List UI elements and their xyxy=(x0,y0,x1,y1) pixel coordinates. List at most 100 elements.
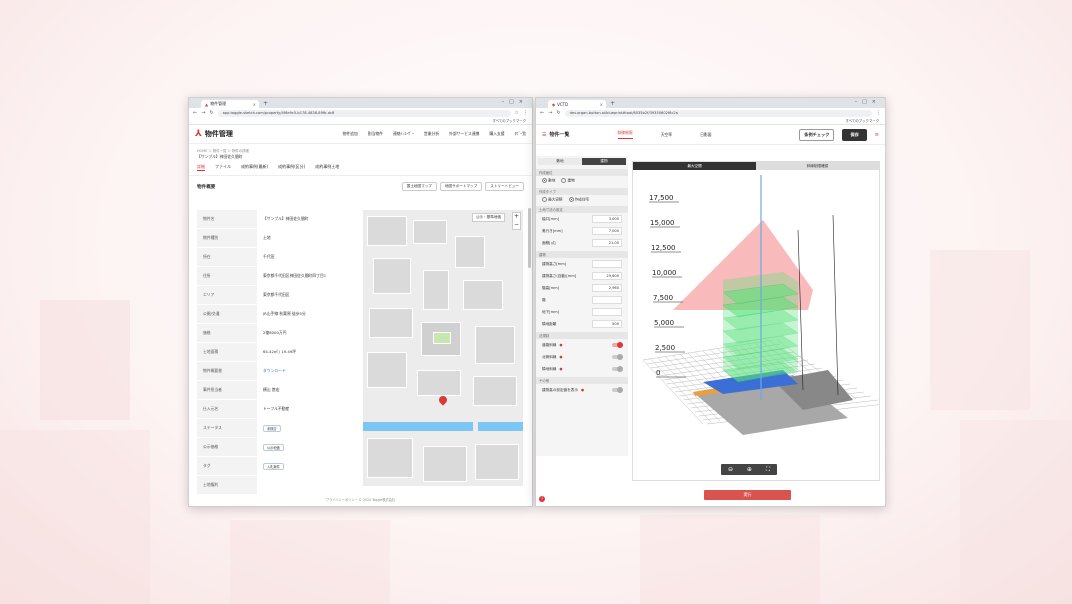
seg-site[interactable]: 敷地 xyxy=(538,158,582,165)
height-label: 7,500 xyxy=(653,294,673,302)
radio-site[interactable]: 敷地 xyxy=(542,178,555,184)
app-logo[interactable]: ⅄ 物件管理 xyxy=(195,129,233,139)
field-input[interactable]: 21.00 xyxy=(592,239,622,247)
hamburger-icon: ☰ xyxy=(542,131,547,138)
table-row: 公示価格 公示地価 xyxy=(197,438,363,457)
table-row: 土地権利 xyxy=(197,476,363,495)
url-field[interactable]: dev.organ-button.ai/blueprint#tool/6035b… xyxy=(564,109,872,117)
browser-tab[interactable]: ▲ 物件管理 × xyxy=(201,100,259,108)
field-row: 隣地距離 500 xyxy=(536,318,628,330)
settings-panel: 敷地 建物 作成面位 敷地 建物 作成タイプ 最大容積 作成住宅 土地寸法の設定… xyxy=(536,156,628,456)
radio-housing[interactable]: 作成住宅 xyxy=(568,196,589,203)
map-button[interactable]: 国土地図マップ xyxy=(401,182,437,191)
reload-icon[interactable]: ↻ xyxy=(209,110,214,116)
field-label: 面積[㎡] xyxy=(542,240,556,245)
field-label: 幅口[mm] xyxy=(542,216,559,221)
field-input[interactable]: 2,960 xyxy=(592,284,622,292)
browser-tab[interactable]: ◆ VCTD × xyxy=(548,100,606,108)
toggle-switch[interactable] xyxy=(612,387,623,393)
land-price-button[interactable]: 公示・基準地価 xyxy=(471,213,505,222)
info-icon: ● xyxy=(580,388,585,392)
tab-deals-land[interactable]: 成約事例土地 xyxy=(315,164,340,169)
tab-shadow[interactable]: 日影図 xyxy=(700,131,712,137)
nav-item[interactable]: 外部サービス連携 xyxy=(449,131,480,136)
view-tab-max[interactable]: 最大空間 xyxy=(633,162,756,170)
street-view-button[interactable]: ストリートビュー xyxy=(485,182,524,191)
field-input[interactable]: 500 xyxy=(592,320,622,328)
forward-icon[interactable]: → xyxy=(548,110,553,116)
tab-detail[interactable]: 詳細 xyxy=(197,164,205,171)
field-input[interactable] xyxy=(592,308,622,316)
property-table: 物件名 【サンプル】神田佐久間町 物件種別 土地 所在 千代田 住所 東京都千代田区神田佐久間… xyxy=(197,210,363,495)
breadcrumb[interactable]: HOME ＞ 物件一覧 ＞ 物件の詳細 xyxy=(197,149,249,153)
star-icon[interactable]: ☆ xyxy=(514,110,519,116)
zoom-out-icon[interactable]: ⊖ xyxy=(727,466,733,473)
radio-building[interactable]: 建物 xyxy=(561,178,575,184)
field-input[interactable]: 3,000 xyxy=(592,215,622,223)
zoom-out-icon[interactable]: − xyxy=(513,221,520,228)
tab-sky-ratio[interactable]: 天空率 xyxy=(660,131,673,137)
app-header: ⅄ 物件管理 物件追加 割当物件 連絡ｲﾝﾕｰｻﾞｰ 営業分析 外部サービス連携… xyxy=(189,125,532,144)
new-tab-icon[interactable]: + xyxy=(610,100,616,107)
tab-deals-latest[interactable]: 成約事例(最新) xyxy=(241,164,269,169)
nav-item[interactable]: 連絡ｲﾝﾕｰｻﾞｰ xyxy=(392,131,414,136)
toggle-switch[interactable] xyxy=(612,354,623,360)
toggle-switch[interactable] xyxy=(612,342,623,348)
support-map-button[interactable]: 地図サポートマップ xyxy=(439,182,483,191)
reload-icon[interactable]: ↻ xyxy=(556,110,561,116)
3d-view[interactable]: 最大空間 斜線制限確認 17,500 15,000 12,500 10,000 7,50… xyxy=(632,161,885,481)
back-icon[interactable]: ← xyxy=(193,110,198,116)
grid-line xyxy=(657,357,721,422)
nav-item[interactable]: 物件追加 xyxy=(342,131,358,136)
back-icon[interactable]: ← xyxy=(540,110,545,116)
window-controls[interactable]: –□× xyxy=(501,99,528,105)
tab-files[interactable]: ファイル xyxy=(215,164,231,169)
alert-icon[interactable]: ! xyxy=(539,496,545,502)
field-row: 建物高さ[mm] xyxy=(536,258,628,270)
bookmarks-bar[interactable]: すべてのブックマーク xyxy=(189,118,532,125)
row-value[interactable]: ダウンロード xyxy=(263,368,286,373)
nav-item[interactable]: 割当物件 xyxy=(367,131,383,136)
forward-icon[interactable]: → xyxy=(201,110,206,116)
bookmarks-bar[interactable]: すべてのブックマーク xyxy=(536,118,885,125)
nav-item[interactable]: ﾀｳﾞｰ覧 xyxy=(514,131,526,136)
3d-scene[interactable]: 17,500 15,000 12,500 10,000 7,500 5,000 2,500 0 xyxy=(633,170,885,460)
field-input[interactable]: 7,000 xyxy=(592,227,622,235)
run-button[interactable]: 実行 xyxy=(704,490,791,500)
zoom-in-icon[interactable]: ⊕ xyxy=(746,466,752,473)
view-tab-check[interactable]: 斜線制限確認 xyxy=(756,162,879,170)
menu-icon[interactable]: ≡ xyxy=(874,131,879,138)
toggle-switch[interactable] xyxy=(612,366,623,372)
zoom-control[interactable]: + − xyxy=(512,212,521,230)
radio-max-volume[interactable]: 最大容積 xyxy=(542,196,563,203)
row-value xyxy=(257,476,363,494)
seg-building[interactable]: 建物 xyxy=(582,158,626,165)
favicon-icon: ▲ xyxy=(205,101,209,107)
tab-slope-limit[interactable]: 斜線制限 xyxy=(617,130,633,139)
scrollbar[interactable] xyxy=(528,208,531,268)
check-button[interactable]: 条例チェック xyxy=(799,128,835,141)
map-pin-icon[interactable] xyxy=(437,394,449,406)
fullscreen-icon[interactable]: ⛶ xyxy=(765,465,771,473)
close-icon[interactable]: × xyxy=(252,101,256,107)
tab-deals-unit[interactable]: 成約事例(区分) xyxy=(278,164,306,169)
panel-segment: 敷地 建物 xyxy=(538,158,626,165)
field-input[interactable]: 29,600 xyxy=(592,272,622,280)
field-input[interactable] xyxy=(592,260,622,268)
window-controls[interactable]: –□× xyxy=(854,99,881,105)
save-button[interactable]: 保存 xyxy=(842,128,867,141)
field-input[interactable] xyxy=(592,296,622,304)
field-label: 階高[mm] xyxy=(542,285,559,290)
page-title[interactable]: ☰ 物件一覧 xyxy=(542,131,570,139)
zoom-in-icon[interactable]: + xyxy=(513,213,520,220)
row-value: 入札案件 xyxy=(257,457,363,475)
url-field[interactable]: app.toggle-sketch.com/property/4f6e9c5-b… xyxy=(217,109,511,117)
menu-icon[interactable]: ⋮ xyxy=(523,110,528,116)
nav-item[interactable]: 営業分析 xyxy=(423,131,440,136)
nav-item[interactable]: 購入支援 xyxy=(489,131,505,136)
menu-icon[interactable]: ⋮ xyxy=(876,110,881,116)
map-view[interactable]: 公示・基準地価 + − xyxy=(363,210,523,486)
close-icon[interactable]: × xyxy=(599,101,603,107)
new-tab-icon[interactable]: + xyxy=(263,100,269,107)
row-label: 所在 xyxy=(197,248,257,266)
